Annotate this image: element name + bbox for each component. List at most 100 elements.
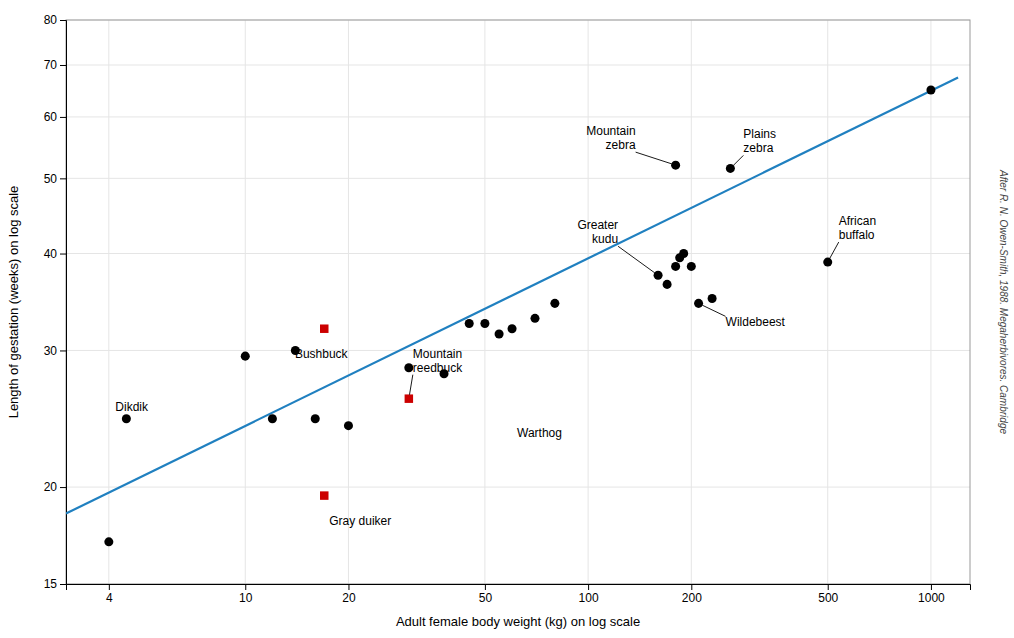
tick: 500 [818,584,838,605]
grid-line-y [66,116,970,117]
fit-line [66,77,958,513]
y-axis-title: Length of gestation (weeks) on log scale [6,186,21,419]
grid-line-x [245,20,246,584]
grid-line-y [66,253,970,254]
grid-line-y [66,487,970,488]
point [508,324,517,333]
tick-mark [588,584,589,590]
tick-label: 60 [44,110,58,124]
point [268,414,277,423]
tick-mark [109,584,110,590]
grid-line-x [827,20,828,584]
point [671,161,680,170]
grid-line-y [66,350,970,351]
tick: 20 [342,584,356,605]
marks [66,77,958,546]
tick: 80 [44,13,66,27]
annotation-line [733,155,743,165]
grid-line-x [930,20,931,584]
point [465,319,474,328]
tick-label: 1000 [918,591,945,605]
tick-label: 500 [818,591,838,605]
tick-mark [60,584,66,585]
source-note: After R. N. Owen-Smith, 1988. Megaherbiv… [998,169,1009,434]
point [480,319,489,328]
tick: 15 [44,577,66,591]
annotation: Mountainreedbuck [413,347,463,375]
point [405,394,413,402]
annotation-line [409,375,412,395]
point [671,262,680,271]
chart: 4 10 20 50 100 200 500 1000 15 20 30 40 50 60 70 80 Adul… [0,0,1014,638]
tick: 20 [44,480,66,494]
x-axis-line [67,585,971,591]
point [495,330,504,339]
tick-mark [60,350,66,351]
tick: 200 [682,584,702,605]
annotation: Bushbuck [295,347,349,361]
point [320,491,328,499]
tick-label: 40 [44,247,58,261]
annotation: Warthog [517,426,562,440]
tick-label: 20 [44,480,58,494]
annotation: Africanbuffalo [839,214,876,242]
tick-mark [60,117,66,118]
point [823,258,832,267]
point [926,85,935,94]
tick: 10 [239,584,253,605]
tick-mark [60,487,66,488]
tick: 70 [44,58,66,72]
point [663,280,672,289]
tick-mark [60,65,66,66]
annotation-line [636,152,672,164]
grid-line-x [691,20,692,584]
tick: 30 [44,344,66,358]
annotation-line [830,242,839,258]
tick-mark [60,20,66,21]
tick-label: 15 [44,577,58,591]
tick-mark [60,254,66,255]
y-axis: 15 20 30 40 50 60 70 80 [44,13,67,591]
point [122,414,131,423]
tick-mark [60,178,66,179]
grid-line-x [348,20,349,584]
tick-label: 30 [44,344,58,358]
point [104,537,113,546]
tick: 4 [106,584,113,605]
tick-mark [348,584,349,590]
annotation-line [702,305,725,316]
tick: 60 [44,110,66,124]
tick-label: 70 [44,58,58,72]
point [320,324,328,332]
grid [66,20,970,584]
tick-label: 200 [682,591,702,605]
point [687,262,696,271]
x-axis: 4 10 20 50 100 200 500 1000 [67,584,971,605]
grid-line-y [66,64,970,65]
tick-label: 4 [106,591,113,605]
tick-label: 50 [44,172,58,186]
point [694,299,703,308]
tick: 40 [44,247,66,261]
grid-line-x [108,20,109,584]
x-axis-title: Adult female body weight (kg) on log sca… [396,614,640,629]
annotation: Mountainzebra [586,124,636,152]
tick-mark [245,584,246,590]
tick-mark [485,584,486,590]
grid-line-y [66,178,970,179]
point [241,352,250,361]
annotation: Dikdik [115,400,149,414]
annotation: Plainszebra [743,127,776,155]
tick: 1000 [918,584,945,605]
annotation: Gray duiker [329,514,391,528]
tick: 50 [479,584,493,605]
grid-line-x [484,20,485,584]
tick-mark [931,584,932,590]
tick-mark [828,584,829,590]
annotations: Dikdik Gray duiker Bushbuck Mountainreedbuc… [115,124,876,527]
point [311,414,320,423]
tick-label: 100 [579,591,599,605]
point [679,249,688,258]
point [654,271,663,280]
tick: 50 [44,172,66,186]
